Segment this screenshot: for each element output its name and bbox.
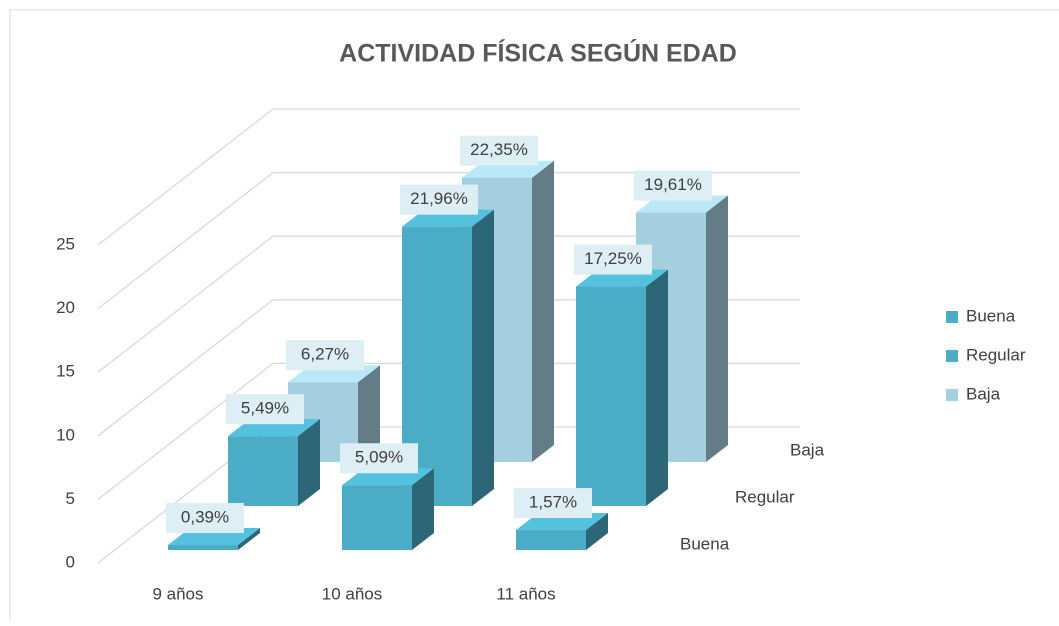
legend-label: Regular <box>966 345 1026 364</box>
data-label-box <box>286 340 364 371</box>
bar <box>342 485 412 550</box>
y-tick-label: 15 <box>56 362 75 381</box>
grid-line <box>97 299 274 437</box>
grid-line <box>97 108 274 246</box>
bar <box>228 436 298 506</box>
data-label: 22,35% <box>470 140 528 159</box>
data-label-box <box>514 488 592 519</box>
y-tick-label: 10 <box>56 425 75 444</box>
depth-label: Regular <box>735 487 795 506</box>
data-label-box <box>340 443 418 474</box>
x-tick-label: 11 años <box>496 584 555 603</box>
chart-title: ACTIVIDAD FÍSICA SEGÚN EDAD <box>339 38 737 68</box>
bar-side <box>238 528 260 550</box>
bar <box>168 545 238 550</box>
data-label: 1,57% <box>529 493 577 512</box>
legend-swatch <box>946 389 958 401</box>
y-tick-label: 0 <box>66 552 75 571</box>
x-tick-label: 9 años <box>152 584 203 603</box>
bar-side <box>586 513 608 550</box>
y-tick-label: 25 <box>56 234 75 253</box>
legend-swatch <box>946 311 958 323</box>
data-label: 6,27% <box>301 345 349 364</box>
data-label-box <box>574 244 652 275</box>
bar <box>516 530 586 550</box>
data-label: 0,39% <box>181 508 229 527</box>
data-label: 21,96% <box>410 189 468 208</box>
data-label-box <box>400 184 478 215</box>
bar-side <box>298 419 320 506</box>
data-label-box <box>634 170 712 201</box>
grid-line <box>97 362 274 500</box>
legend-swatch <box>946 350 958 362</box>
data-label: 17,25% <box>584 249 642 268</box>
bar <box>576 286 646 506</box>
depth-label: Buena <box>680 534 730 553</box>
data-label: 5,09% <box>355 448 403 467</box>
bar-side <box>358 365 380 462</box>
legend-label: Baja <box>966 384 1001 403</box>
grid-line <box>97 235 274 373</box>
bar-side <box>412 468 434 550</box>
x-tick-label: 10 años <box>322 584 383 603</box>
depth-label: Baja <box>790 440 825 459</box>
data-label-box <box>166 503 244 534</box>
y-tick-label: 20 <box>56 298 75 317</box>
bar-side <box>706 195 728 463</box>
data-label-box <box>460 135 538 166</box>
legend-label: Buena <box>966 306 1016 325</box>
y-tick-label: 5 <box>66 489 75 508</box>
bar-side <box>646 269 668 506</box>
bar-side <box>532 160 554 462</box>
data-label: 19,61% <box>644 175 702 194</box>
bar-side <box>472 209 494 506</box>
grid-line <box>97 172 274 310</box>
data-label-box <box>226 394 304 425</box>
data-label: 5,49% <box>241 399 289 418</box>
